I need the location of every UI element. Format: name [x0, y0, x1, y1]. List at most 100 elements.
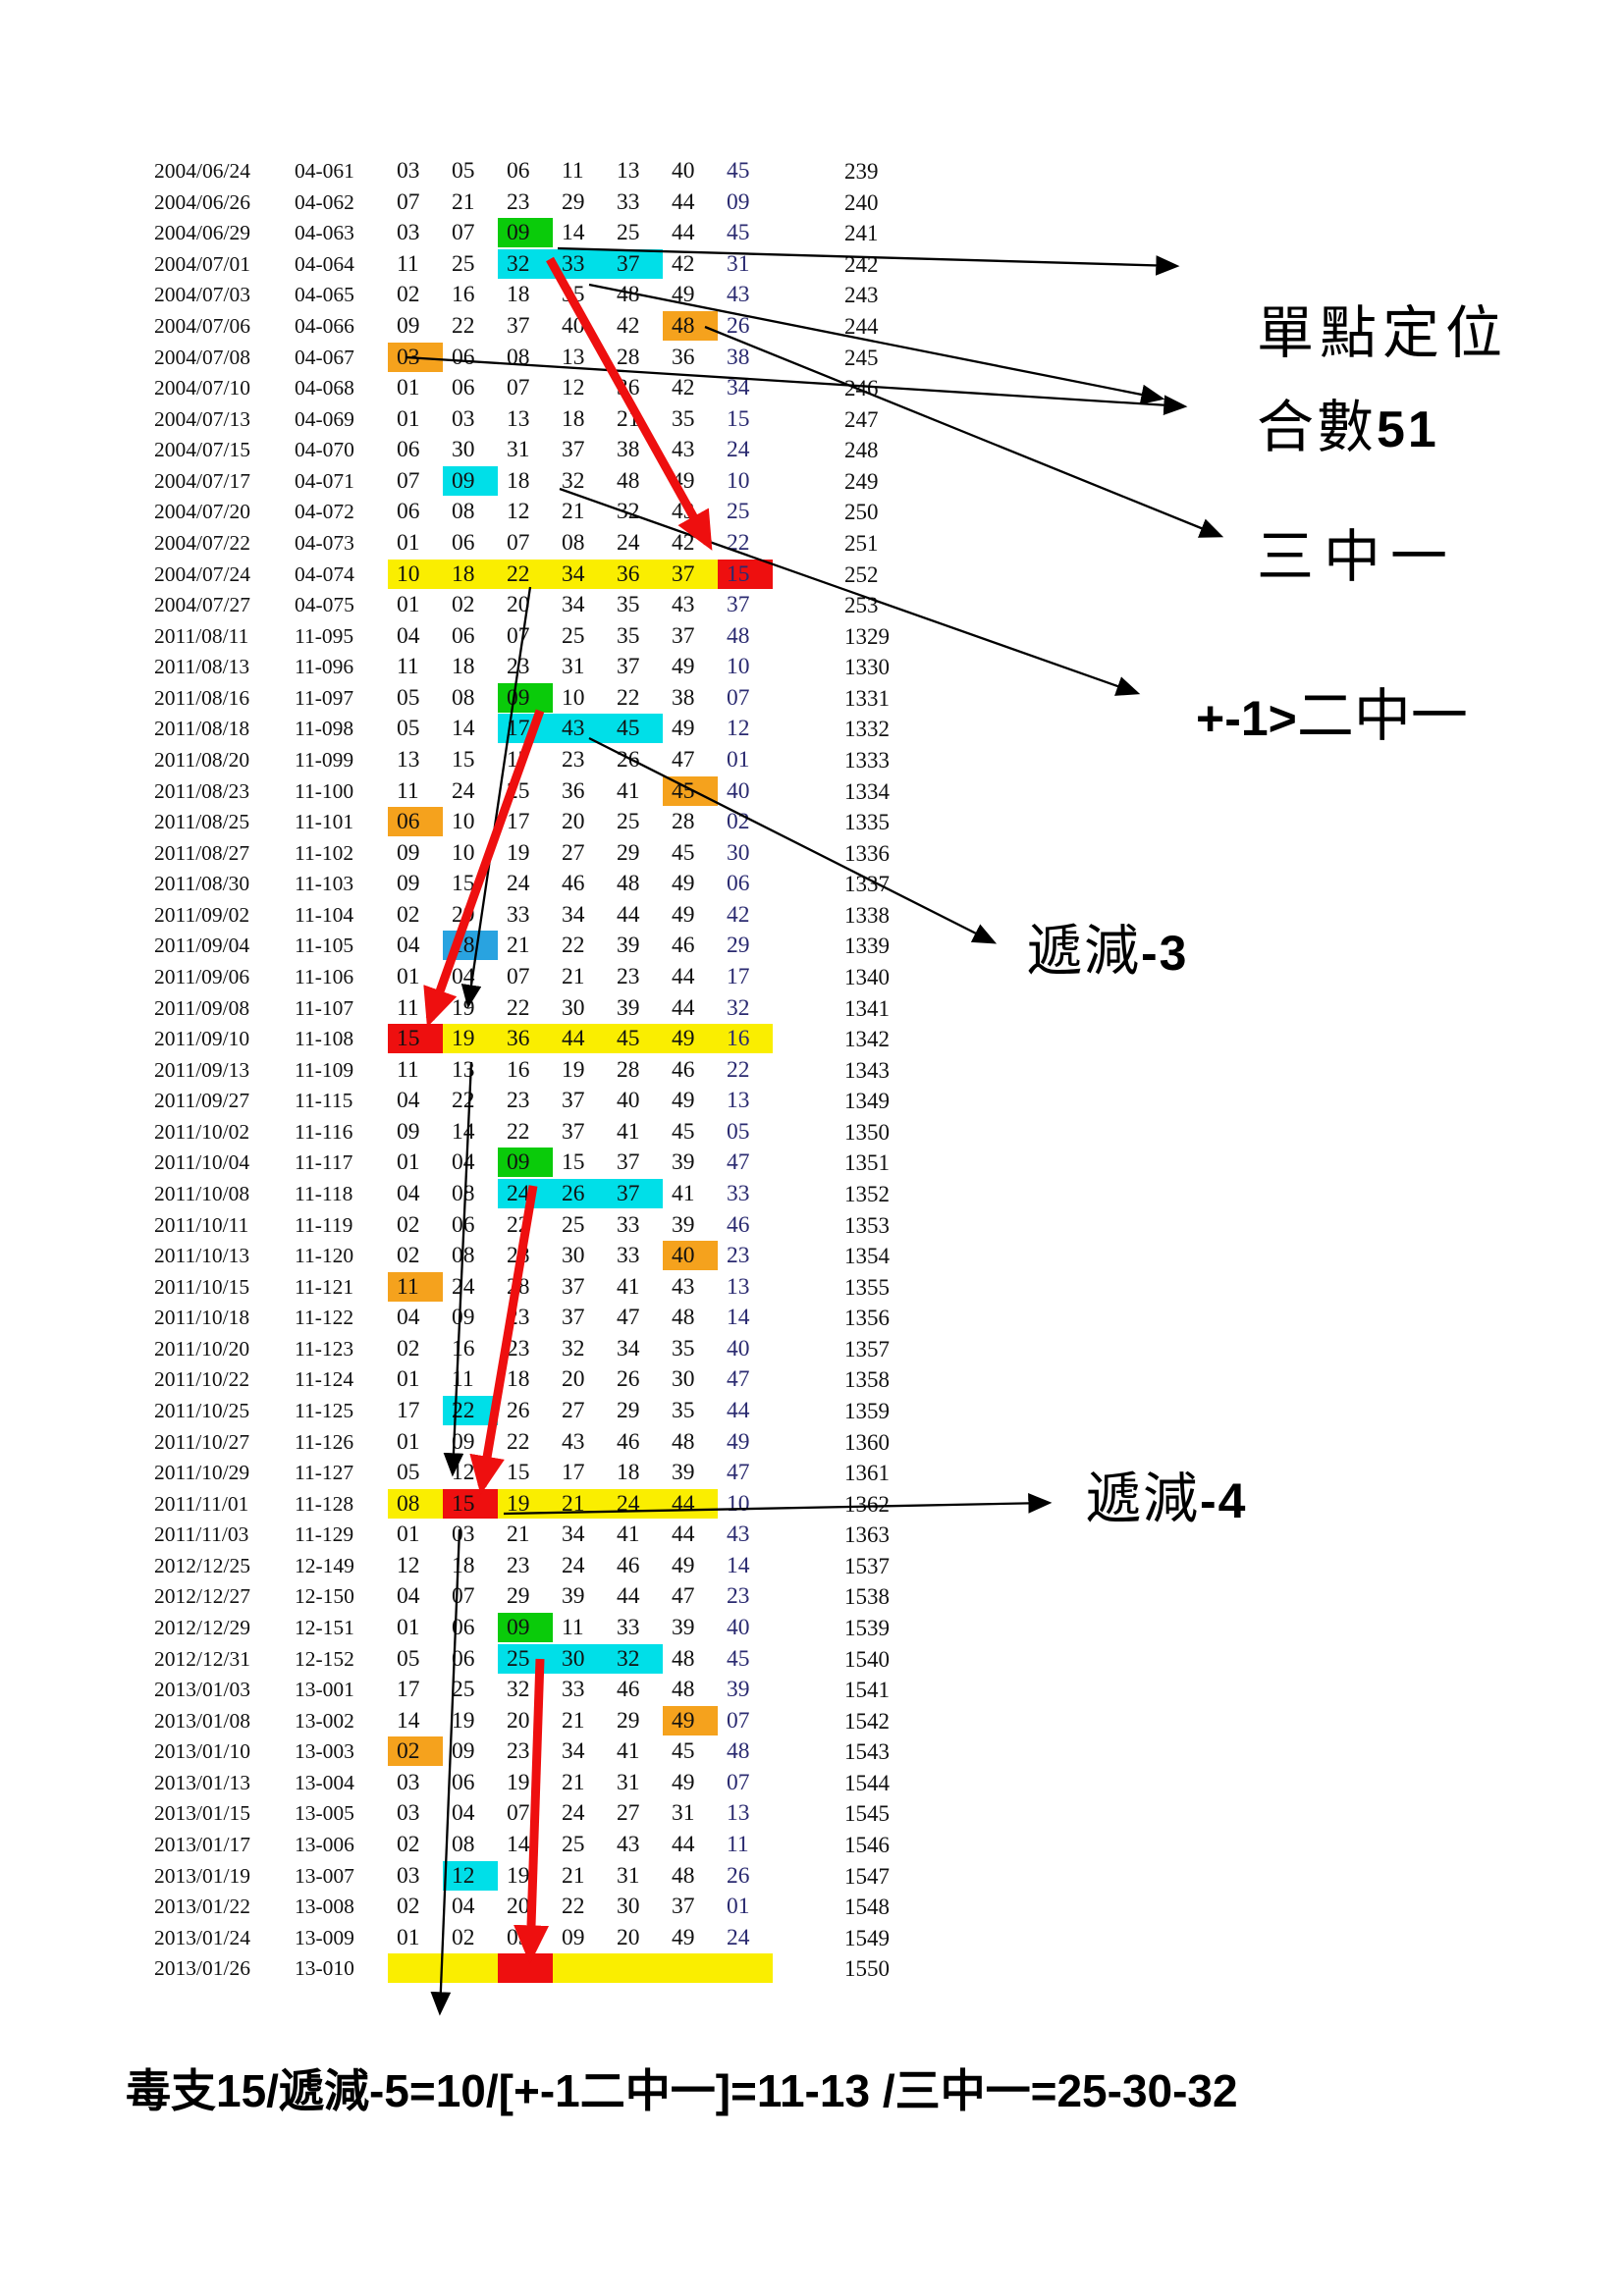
num-cell: 18	[617, 1460, 640, 1486]
draw-id-cell: 12-152	[295, 1646, 354, 1671]
draw-id-cell: 13-004	[295, 1770, 354, 1794]
annotation-decrease-3: 遞減-3	[1027, 907, 1188, 987]
num-cell: 04	[397, 1088, 420, 1114]
table-row: 2011/09/02 11-104 02 29 33 34 44 49 42 1338	[154, 900, 1431, 932]
seq-cell: 1352	[844, 1182, 890, 1206]
draw-id-cell: 11-098	[295, 717, 354, 741]
num-cell: 20	[617, 1924, 640, 1950]
num-cell: 06	[397, 499, 420, 525]
num-cell: 01	[727, 1894, 750, 1920]
highlight-band	[388, 1953, 773, 1984]
num-cell: 33	[617, 188, 640, 215]
num-cell: 23	[562, 747, 585, 774]
num-cell: 40	[727, 1614, 750, 1640]
draw-id-cell: 04-072	[295, 500, 354, 524]
seq-cell: 1356	[844, 1306, 890, 1331]
highlight-cell-green	[498, 218, 553, 248]
highlight-cell-orange	[663, 1241, 718, 1271]
table-row: 2011/10/27 11-126 01 09 22 43 46 48 49 1360	[154, 1427, 1431, 1459]
num-cell: 01	[397, 405, 420, 432]
draw-id-cell: 04-071	[295, 468, 354, 493]
seq-cell: 243	[844, 283, 879, 308]
num-cell: 13	[727, 1800, 750, 1827]
table-row: 2011/10/04 11-117 01 04 09 15 37 39 47 1351	[154, 1148, 1431, 1179]
num-cell: 29	[507, 1583, 530, 1610]
seq-cell: 1355	[844, 1274, 890, 1300]
num-cell: 48	[672, 1428, 695, 1455]
table-row: 2004/07/15 04-070 06 30 31 37 38 43 24 248	[154, 435, 1431, 466]
date-cell: 2011/10/27	[154, 1429, 250, 1454]
num-cell: 17	[397, 1677, 420, 1703]
draw-id-cell: 11-125	[295, 1399, 354, 1422]
seq-cell: 1546	[844, 1832, 890, 1857]
num-cell: 04	[397, 1181, 420, 1206]
table-row: 2013/01/15 13-005 03 04 07 24 27 31 13 1545	[154, 1798, 1431, 1830]
highlight-cell-cyan	[443, 465, 498, 496]
seq-cell: 1351	[844, 1150, 890, 1176]
date-cell: 2011/08/16	[154, 685, 250, 710]
seq-cell: 1331	[844, 685, 890, 711]
num-cell: 26	[562, 1181, 585, 1206]
date-cell: 2011/08/11	[154, 623, 249, 648]
date-cell: 2004/06/29	[154, 221, 250, 245]
annotation-decrease-4-number: -4	[1200, 1473, 1248, 1528]
num-cell: 18	[507, 282, 530, 308]
num-cell: 30	[562, 1243, 585, 1269]
date-cell: 2011/10/15	[154, 1274, 250, 1299]
num-cell: 18	[452, 561, 475, 587]
num-cell: 04	[397, 1305, 420, 1331]
num-cell: 22	[507, 1118, 530, 1145]
date-cell: 2013/01/17	[154, 1832, 250, 1856]
draw-id-cell: 11-122	[295, 1306, 354, 1330]
num-cell: 39	[672, 1460, 695, 1486]
num-cell: 01	[397, 1149, 420, 1176]
draw-id-cell: 11-109	[295, 1057, 354, 1082]
seq-cell: 1357	[844, 1336, 890, 1362]
num-cell: 25	[562, 1211, 585, 1238]
num-cell: 48	[672, 1862, 695, 1889]
num-cell: 09	[397, 871, 420, 897]
table-row: 2011/10/11 11-119 02 06 22 25 33 39 46 1353	[154, 1210, 1431, 1242]
num-cell: 23	[507, 1552, 530, 1578]
num-cell: 49	[672, 1707, 695, 1734]
num-cell: 23	[727, 1583, 750, 1610]
highlight-cell-cyan	[553, 1179, 608, 1208]
num-cell: 48	[727, 1738, 750, 1765]
num-cell: 23	[617, 964, 640, 990]
table-row: 2004/07/20 04-072 06 08 12 21 32 43 25 250	[154, 497, 1431, 528]
num-cell: 30	[562, 1645, 585, 1672]
num-cell: 08	[452, 499, 475, 525]
table-row: 2013/01/03 13-001 17 25 32 33 46 48 39 1541	[154, 1675, 1431, 1706]
highlight-cell-cyan	[608, 1643, 663, 1674]
seq-cell: 239	[844, 159, 879, 185]
annotation-sum-51-number: 51	[1377, 401, 1439, 458]
num-cell: 07	[727, 684, 750, 711]
table-row: 2013/01/26 13-010 1550	[154, 1953, 1431, 1985]
num-cell: 34	[562, 901, 585, 928]
date-cell: 2011/09/08	[154, 995, 250, 1020]
num-cell: 21	[452, 188, 475, 215]
draw-id-cell: 04-073	[295, 531, 354, 556]
num-cell: 12	[397, 1552, 420, 1578]
num-cell: 14	[562, 220, 585, 246]
num-cell: 07	[507, 1800, 530, 1827]
table-row: 2013/01/08 13-002 14 19 20 21 29 49 07 1542	[154, 1705, 1431, 1737]
draw-id-cell: 11-102	[295, 840, 354, 865]
draw-id-cell: 04-063	[295, 221, 354, 245]
date-cell: 2011/10/11	[154, 1212, 249, 1237]
num-cell: 09	[397, 1118, 420, 1145]
date-cell: 2004/07/06	[154, 314, 250, 339]
num-cell: 41	[672, 1181, 695, 1206]
draw-id-cell: 11-119	[295, 1212, 353, 1237]
table-row: 2011/09/13 11-109 11 13 16 19 28 46 22 1343	[154, 1055, 1431, 1087]
num-cell: 41	[617, 1118, 640, 1145]
date-cell: 2011/09/02	[154, 902, 250, 927]
draw-id-cell: 11-115	[295, 1089, 353, 1113]
seq-cell: 1353	[844, 1212, 890, 1238]
draw-id-cell: 11-124	[295, 1367, 354, 1392]
num-cell: 02	[397, 1738, 420, 1765]
num-cell: 22	[562, 933, 585, 959]
table-row: 2011/10/25 11-125 17 22 26 27 29 35 44 1359	[154, 1396, 1431, 1427]
num-cell: 07	[452, 220, 475, 246]
table-row: 2011/09/08 11-107 11 19 22 30 39 44 32 1341	[154, 993, 1431, 1025]
